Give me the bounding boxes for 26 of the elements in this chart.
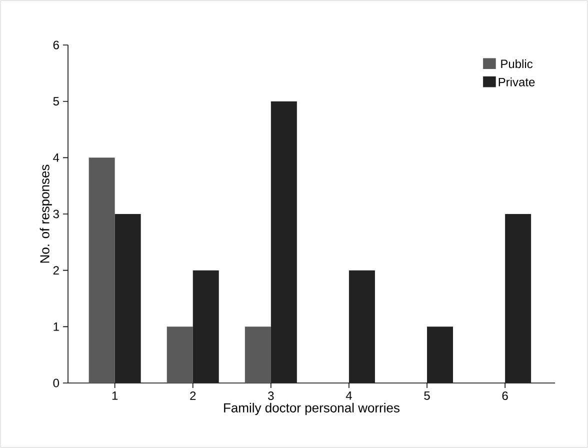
y-tick-label: 4 — [53, 154, 60, 162]
legend-label: Private — [498, 78, 535, 86]
y-tick-label: 3 — [53, 210, 59, 218]
bar — [192, 270, 219, 383]
x-tick-label: 4 — [346, 392, 352, 400]
bar — [244, 326, 271, 383]
y-axis-title: No. of responses — [40, 164, 52, 263]
bar — [505, 214, 532, 383]
x-axis-title: Family doctor personal worries — [224, 402, 400, 416]
bar — [348, 270, 375, 383]
y-tick-label: 6 — [53, 40, 59, 50]
x-tick-label: 1 — [112, 392, 118, 400]
bar — [114, 214, 141, 383]
bar — [427, 326, 454, 383]
x-tick-label: 3 — [268, 392, 274, 400]
bar — [88, 158, 115, 383]
bar — [166, 326, 193, 383]
y-tick-label: 5 — [53, 97, 59, 106]
x-tick-label: 6 — [502, 392, 508, 400]
x-tick-label: 2 — [190, 392, 196, 400]
bar — [270, 101, 297, 383]
y-tick-label: 0 — [53, 378, 60, 388]
x-tick-label: 5 — [424, 392, 430, 400]
legend-label: Public — [501, 59, 533, 68]
y-tick-label: 1 — [54, 322, 59, 331]
y-tick-label: 2 — [53, 266, 59, 275]
